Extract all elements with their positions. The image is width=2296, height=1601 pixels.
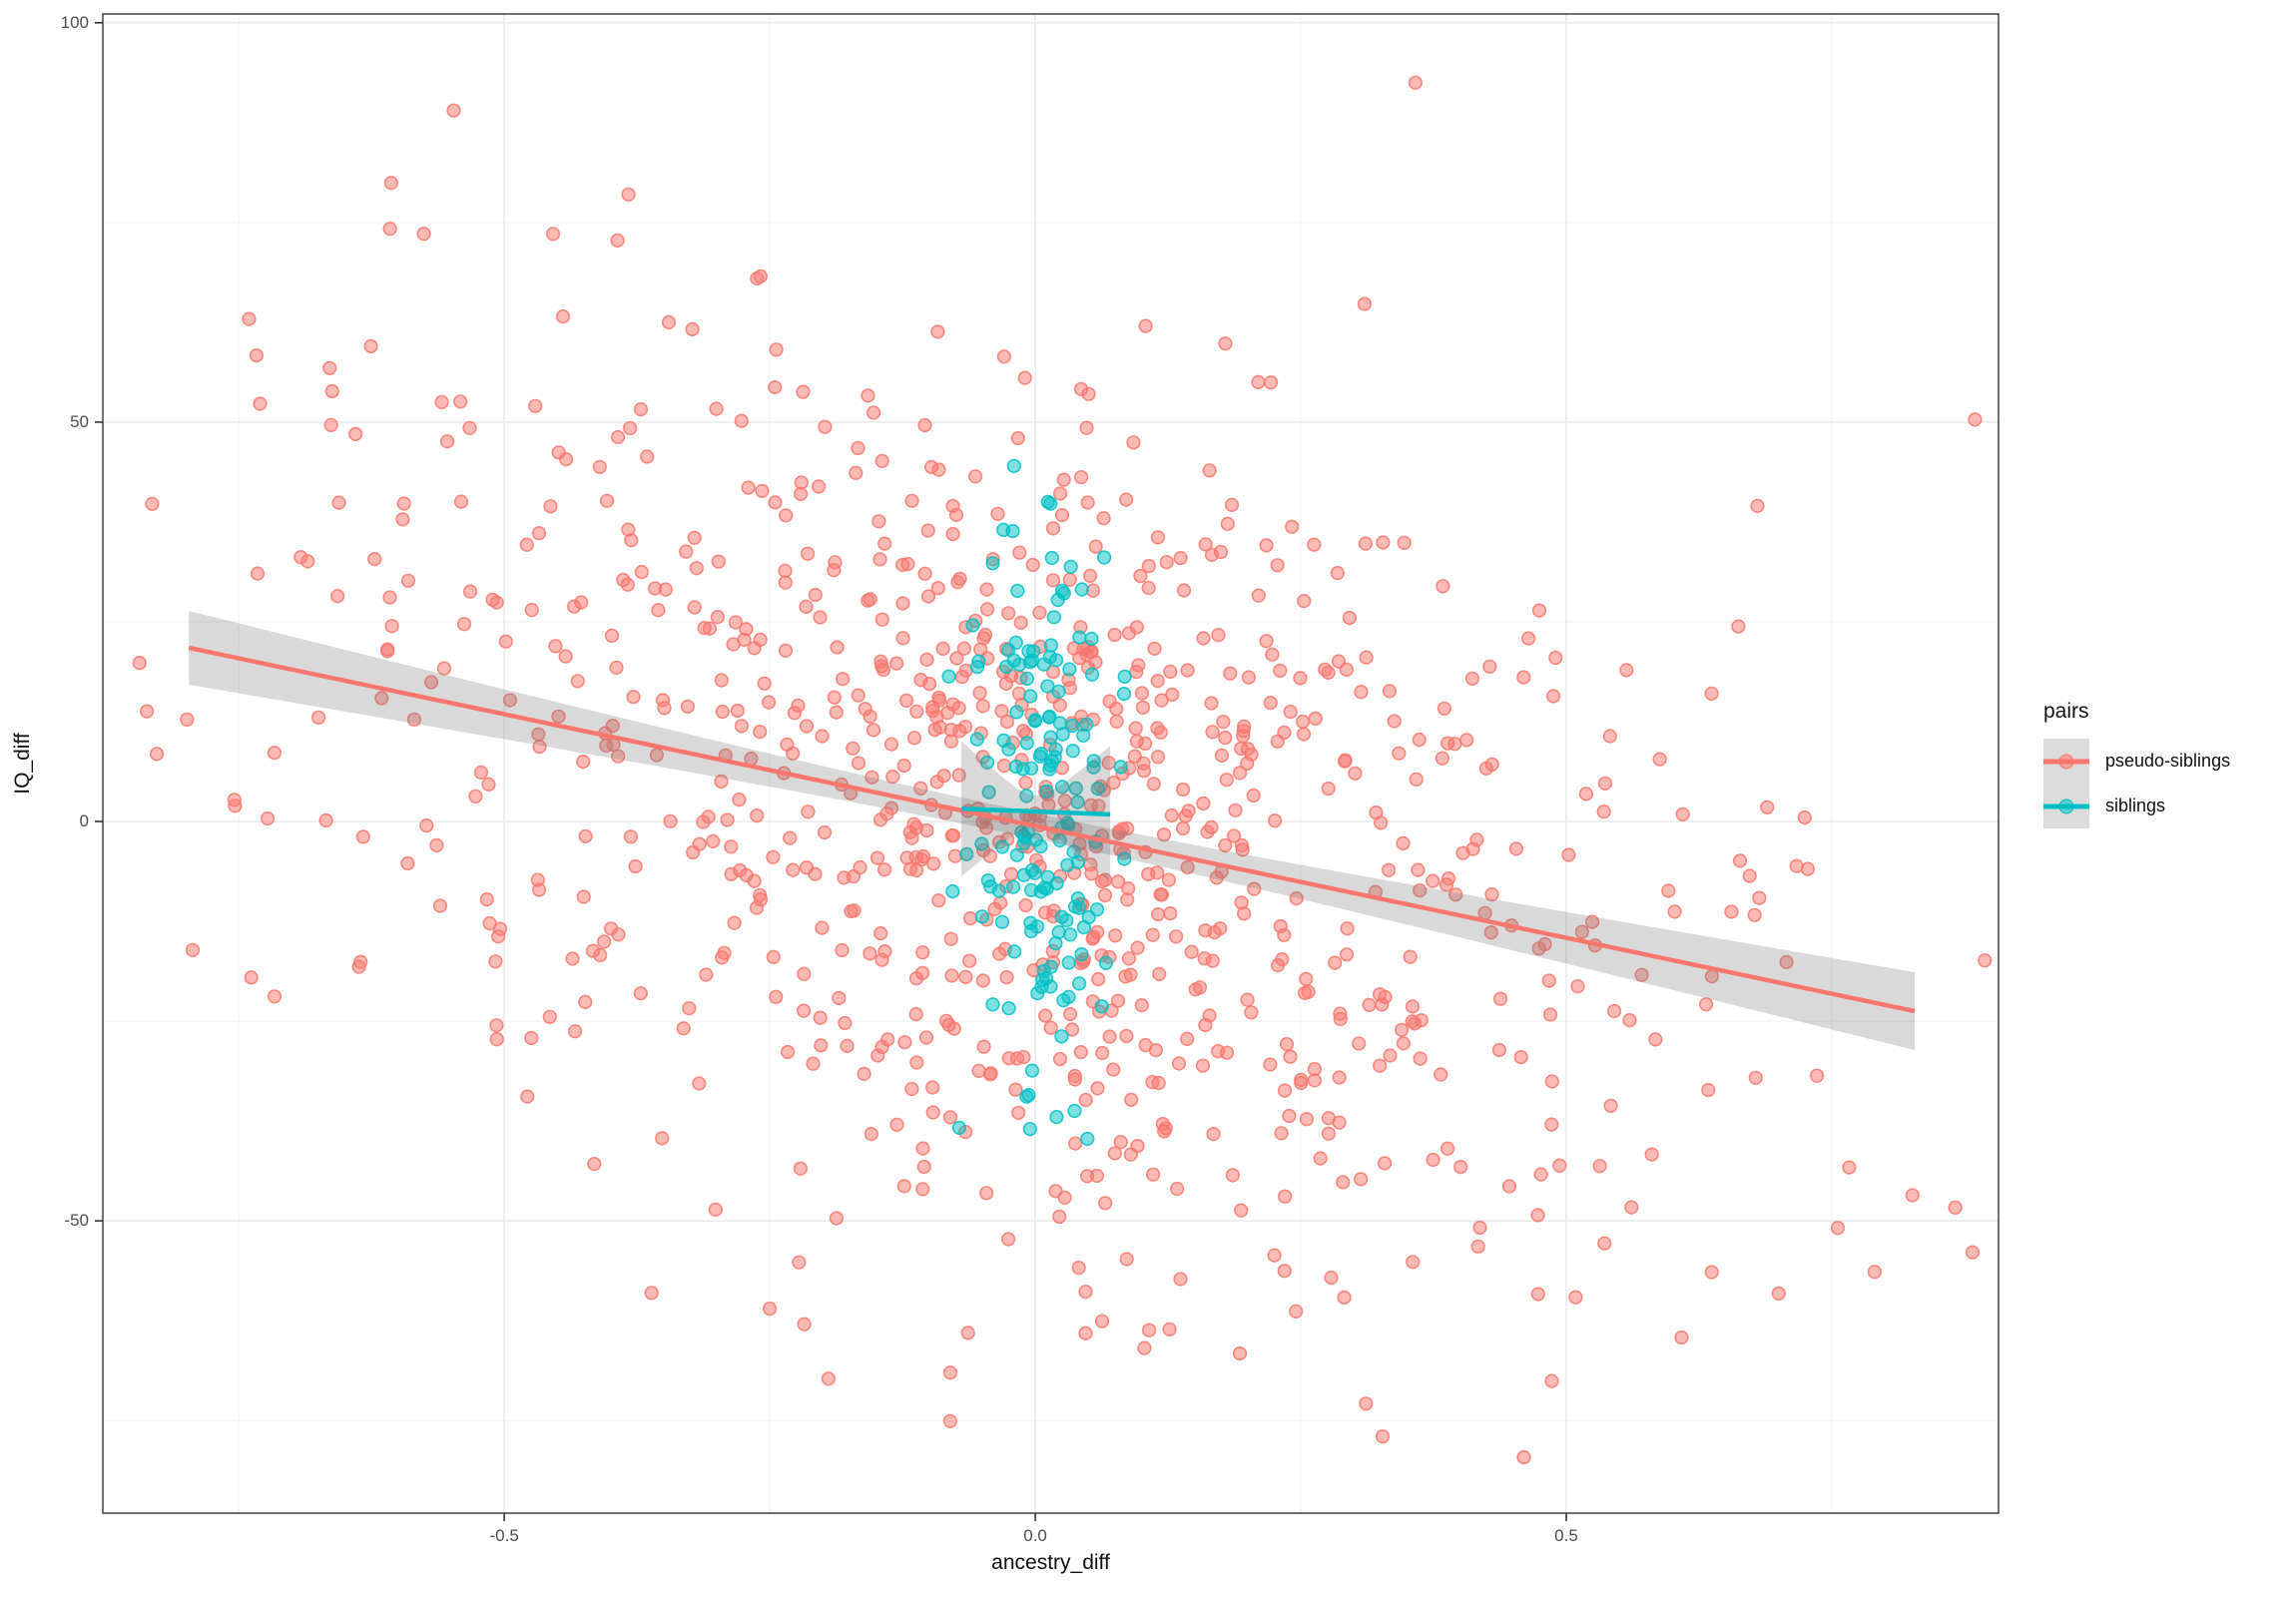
point-icon: [2058, 799, 2074, 813]
y-tick-label-50: 50: [70, 411, 89, 431]
x-tick-label-0: 0.0: [1023, 1526, 1047, 1545]
y-tick-label-neg50: -50: [64, 1211, 89, 1231]
x-tick-label-05: 0.5: [1554, 1526, 1578, 1545]
y-axis-title: IQ_diff: [11, 733, 34, 795]
legend-key-siblings: [2043, 784, 2089, 828]
legend-label-pseudo-siblings: pseudo-siblings: [2105, 751, 2231, 771]
legend-label-siblings: siblings: [2105, 796, 2166, 815]
legend-entry-pseudo-siblings: pseudo-siblings: [2043, 739, 2230, 784]
y-tick-label-0: 0: [79, 811, 89, 830]
x-tick-label-neg05: -0.5: [489, 1526, 519, 1545]
point-icon: [2058, 754, 2074, 769]
legend: pairs pseudo-siblings siblings: [2043, 699, 2230, 828]
y-tick-label-100: 100: [60, 12, 89, 32]
legend-entry-siblings: siblings: [2043, 784, 2230, 828]
legend-title: pairs: [2043, 700, 2089, 723]
x-axis-title: ancestry_diff: [991, 1551, 1110, 1574]
legend-key-pseudo-siblings: [2043, 739, 2089, 784]
